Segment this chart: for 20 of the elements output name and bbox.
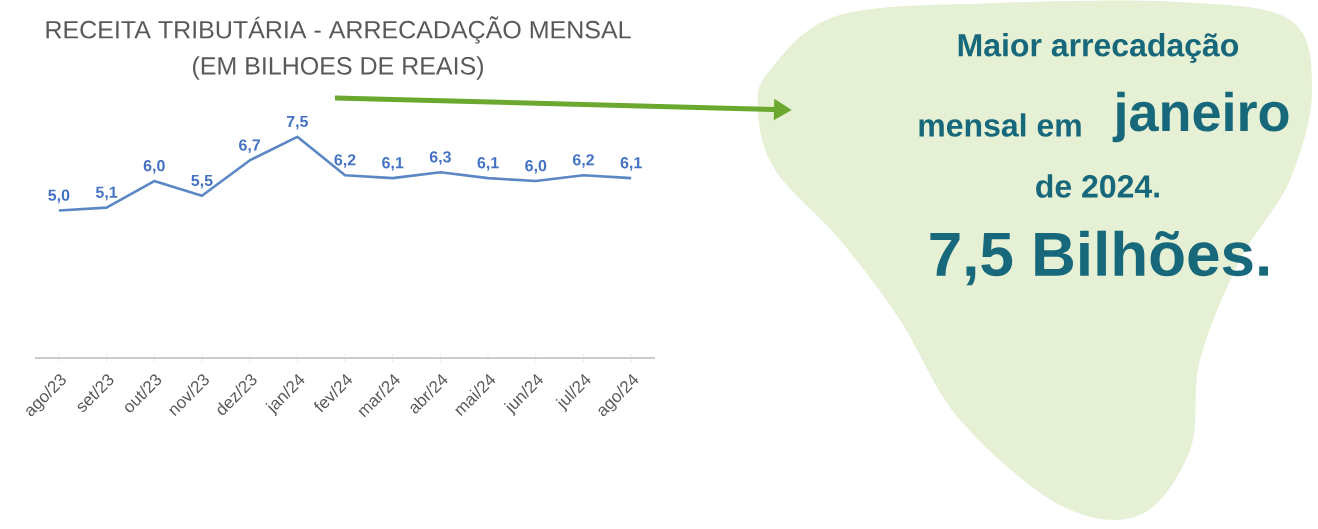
data-label: 6,7 xyxy=(239,139,261,154)
data-label: 6,1 xyxy=(382,157,404,171)
chart-subtitle: (EM BILHOES DE REAIS) xyxy=(192,56,483,80)
data-label: 6,2 xyxy=(334,154,356,168)
data-label: 5,5 xyxy=(191,174,213,189)
data-label: 6,2 xyxy=(572,154,594,168)
text: janeiro xyxy=(1112,91,1289,143)
data-label: 5,1 xyxy=(95,186,118,201)
data-label: 7,5 xyxy=(286,115,308,130)
text: Maior arrecadação xyxy=(958,33,1239,63)
data-label: 6,1 xyxy=(620,157,642,171)
text: 7,5 Bilhões. xyxy=(930,230,1268,286)
data-label: 6,3 xyxy=(429,151,451,165)
data-label: 6,0 xyxy=(525,160,547,174)
data-label: 6,1 xyxy=(477,157,499,171)
data-label: 5,0 xyxy=(48,189,70,204)
text: de 2024. xyxy=(1036,174,1159,198)
chart-title: RECEITA TRIBUTÁRIA - ARRECADAÇÃO MENSAL xyxy=(46,16,631,44)
data-label: 6,0 xyxy=(143,160,165,174)
text: mensal em xyxy=(919,113,1081,137)
